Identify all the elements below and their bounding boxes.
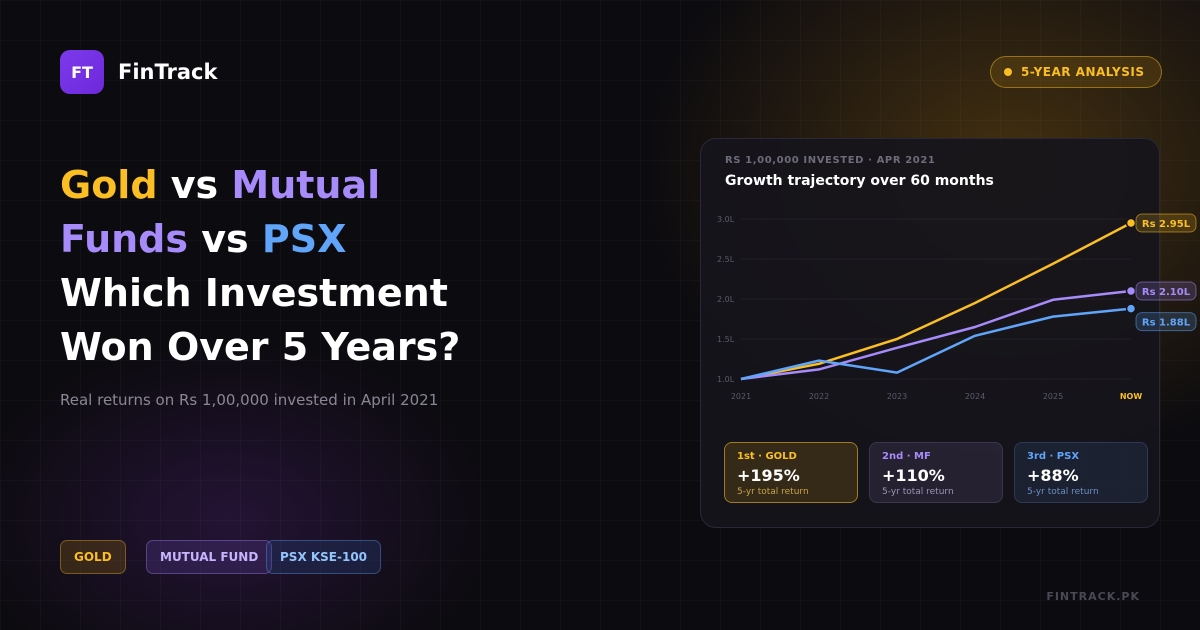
footer[interactable]: FINTRACK.PK [1046, 590, 1140, 603]
rank: 3rd · PSX [1027, 451, 1080, 462]
tag[interactable]: GOLD [60, 540, 126, 574]
chart-title: Growth trajectory over 60 months [725, 173, 994, 189]
rank-card: 2nd · MF +110% 5-yr total return [869, 442, 1003, 503]
caption: 5-yr total return [1027, 487, 1099, 497]
headline-vs: vs [170, 163, 219, 207]
end-point [1125, 285, 1137, 297]
logo[interactable]: FT [60, 50, 104, 94]
tag[interactable]: MUTUAL FUND [146, 540, 273, 574]
end-label-bg [1135, 312, 1197, 332]
end-label: Rs 2.95L [1142, 219, 1191, 230]
headline: Gold vs Mutual Funds vs PSX Which Invest… [60, 158, 500, 374]
end-label-bg [1135, 281, 1197, 301]
series-line [740, 307, 1132, 381]
rank-card: 3rd · PSX +88% 5-yr total return [1014, 442, 1148, 503]
end-point [1125, 303, 1137, 314]
end-label: Rs 2.10L [1142, 287, 1191, 298]
return-value: +195% [737, 466, 800, 485]
end-point [1125, 217, 1137, 229]
return-value: +110% [882, 466, 945, 485]
x-tick-label: 2023 [887, 392, 907, 401]
series-line [740, 221, 1132, 381]
rank: 1st · GOLD [737, 451, 797, 462]
headline-vs: vs [201, 217, 249, 261]
subtitle: Real returns on Rs 1,00,000 invested in … [60, 391, 439, 409]
x-tick-label: 2025 [1043, 392, 1063, 401]
end-label-bg [1135, 213, 1197, 233]
chart-eyebrow: RS 1,00,000 INVESTED · APR 2021 [725, 155, 935, 166]
x-tick-label: 2022 [809, 392, 829, 401]
headline-mf: Mutual Funds [60, 163, 381, 261]
badge: 5-YEAR ANALYSIS [990, 56, 1162, 88]
y-tick-label: 2.0L [717, 295, 735, 304]
y-tick-label: 3.0L [717, 215, 735, 224]
y-tick-label: 1.5L [717, 335, 735, 344]
brand-name[interactable]: FinTrack [118, 60, 218, 84]
caption: 5-yr total return [882, 487, 954, 497]
x-tick-label: 2024 [965, 392, 985, 401]
headline-gold: Gold [60, 163, 158, 207]
end-label: Rs 1.88L [1142, 318, 1191, 329]
chart: RS 1,00,000 INVESTED · APR 2021 Growth t… [717, 155, 1197, 401]
caption: 5-yr total return [737, 487, 809, 497]
rank: 2nd · MF [882, 451, 931, 462]
headline-psx: PSX [261, 217, 347, 261]
y-tick-label: 2.5L [717, 255, 735, 264]
headline-question: Which Investment Won Over 5 Years? [60, 271, 461, 369]
x-tick-label: NOW [1120, 392, 1142, 401]
series-line [740, 289, 1132, 381]
y-tick-label: 1.0L [717, 375, 735, 384]
tag[interactable]: PSX KSE-100 [266, 540, 382, 574]
x-tick-label: 2021 [731, 392, 751, 401]
chart-panel: RS 1,00,000 INVESTED · APR 2021 Growth t… [700, 138, 1197, 528]
return-value: +88% [1027, 466, 1079, 485]
rank-card: 1st · GOLD +195% 5-yr total return [724, 442, 858, 503]
